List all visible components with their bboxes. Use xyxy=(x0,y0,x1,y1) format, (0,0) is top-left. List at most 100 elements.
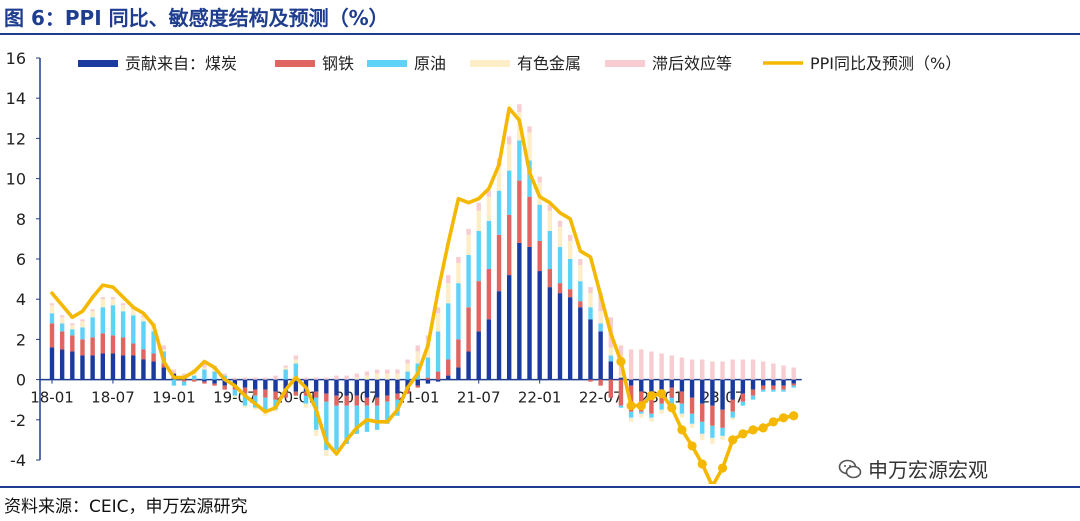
bar-segment-1 xyxy=(212,383,217,386)
bar-segment-1 xyxy=(710,405,715,426)
bar-segment-1 xyxy=(59,331,65,350)
bar-segment-0 xyxy=(263,379,268,390)
bar-segment-1 xyxy=(263,389,268,398)
bar-segment-0 xyxy=(618,377,624,380)
bar-segment-1 xyxy=(649,395,654,414)
bar-segment-4 xyxy=(567,234,573,241)
forecast-point xyxy=(717,463,728,473)
bar-segment-0 xyxy=(781,379,786,386)
y-tick-label: 10 xyxy=(6,170,26,189)
bar-segment-1 xyxy=(273,391,278,400)
bar-segment-3 xyxy=(385,373,390,380)
bar-segment-0 xyxy=(628,379,634,386)
source-note: 资料来源：CEIC，申万宏源研究 xyxy=(4,497,248,517)
bar-segment-0 xyxy=(90,355,95,380)
legend-label: 滞后效应等 xyxy=(652,54,732,73)
bar-segment-1 xyxy=(669,387,674,398)
chart-line xyxy=(50,106,799,484)
bar-segment-0 xyxy=(659,379,664,392)
bar-segment-2 xyxy=(283,369,288,380)
bar-segment-3 xyxy=(313,429,319,436)
bar-segment-0 xyxy=(771,379,776,386)
bar-segment-4 xyxy=(771,363,776,380)
legend-label: PPI同比及预测（%） xyxy=(810,54,961,73)
bar-segment-4 xyxy=(700,359,705,380)
source-rule xyxy=(0,486,1080,488)
bar-segment-2 xyxy=(385,401,390,424)
forecast-point xyxy=(708,481,717,484)
bar-segment-0 xyxy=(700,379,705,404)
bar-segment-1 xyxy=(120,337,126,356)
y-tick-label: 2 xyxy=(16,330,26,349)
bar-segment-2 xyxy=(293,363,299,380)
legend-item: 原油 xyxy=(367,54,446,73)
bar-segment-0 xyxy=(557,293,563,380)
bar-segment-3 xyxy=(730,417,735,420)
bar-segment-4 xyxy=(90,309,95,312)
bar-segment-1 xyxy=(110,335,116,354)
bar-segment-3 xyxy=(70,325,75,330)
bar-segment-4 xyxy=(486,190,492,197)
bar-segment-2 xyxy=(90,317,95,338)
bar-segment-4 xyxy=(628,349,634,380)
bar-segment-3 xyxy=(80,321,85,328)
bar-segment-2 xyxy=(628,411,634,418)
bar-segment-3 xyxy=(131,309,136,316)
forecast-point xyxy=(789,411,799,421)
legend-label: 贡献来自：煤炭 xyxy=(125,54,237,73)
bar-segment-3 xyxy=(435,313,441,332)
bar-segment-0 xyxy=(151,361,156,380)
bar-segment-0 xyxy=(80,355,85,380)
bar-segment-2 xyxy=(303,395,309,404)
bar-segment-4 xyxy=(334,375,339,380)
bar-segment-1 xyxy=(781,385,786,390)
bar-segment-2 xyxy=(761,389,766,392)
bar-segment-1 xyxy=(283,391,288,398)
forecast-point xyxy=(687,441,697,451)
bar-segment-4 xyxy=(435,307,441,314)
bar-segment-4 xyxy=(80,319,85,322)
bar-segment-3 xyxy=(527,132,532,161)
bar-segment-1 xyxy=(324,393,329,402)
bar-segment-3 xyxy=(466,234,471,255)
bar-segment-0 xyxy=(232,379,238,386)
bar-segment-3 xyxy=(354,377,359,380)
bar-segment-0 xyxy=(324,379,329,394)
bar-segment-4 xyxy=(232,377,238,380)
y-tick-label: 14 xyxy=(6,89,26,108)
bar-segment-2 xyxy=(212,371,217,380)
bar-segment-0 xyxy=(456,367,461,380)
bar-segment-3 xyxy=(110,299,116,306)
bar-segment-3 xyxy=(547,210,553,231)
bar-segment-1 xyxy=(354,395,359,406)
bar-segment-4 xyxy=(100,297,105,300)
bar-segment-4 xyxy=(415,345,420,352)
bar-segment-0 xyxy=(730,379,735,400)
bar-segment-1 xyxy=(486,269,492,320)
bar-segment-1 xyxy=(181,379,187,382)
bar-segment-1 xyxy=(730,399,735,412)
bar-segment-4 xyxy=(385,369,390,374)
bar-segment-3 xyxy=(232,395,238,398)
bar-segment-0 xyxy=(669,379,674,388)
bar-segment-0 xyxy=(100,353,105,380)
bar-segment-2 xyxy=(740,401,746,406)
y-tick-label: -4 xyxy=(10,451,26,470)
bar-segment-3 xyxy=(689,423,695,428)
bar-segment-2 xyxy=(202,369,207,380)
bar-segment-4 xyxy=(547,204,553,211)
bar-segment-2 xyxy=(598,323,603,332)
legend-swatch xyxy=(367,60,407,67)
bar-segment-3 xyxy=(395,373,400,380)
bar-segment-3 xyxy=(293,359,299,364)
bar-segment-3 xyxy=(557,226,563,247)
bar-segment-3 xyxy=(212,369,217,372)
legend-item: 贡献来自：煤炭 xyxy=(78,54,237,73)
bar-segment-3 xyxy=(273,409,278,412)
bar-segment-1 xyxy=(374,397,380,406)
bar-segment-1 xyxy=(303,391,309,396)
forecast-point xyxy=(677,425,687,435)
bar-segment-1 xyxy=(496,234,502,292)
bar-segment-2 xyxy=(547,230,553,270)
bar-segment-4 xyxy=(689,359,695,380)
